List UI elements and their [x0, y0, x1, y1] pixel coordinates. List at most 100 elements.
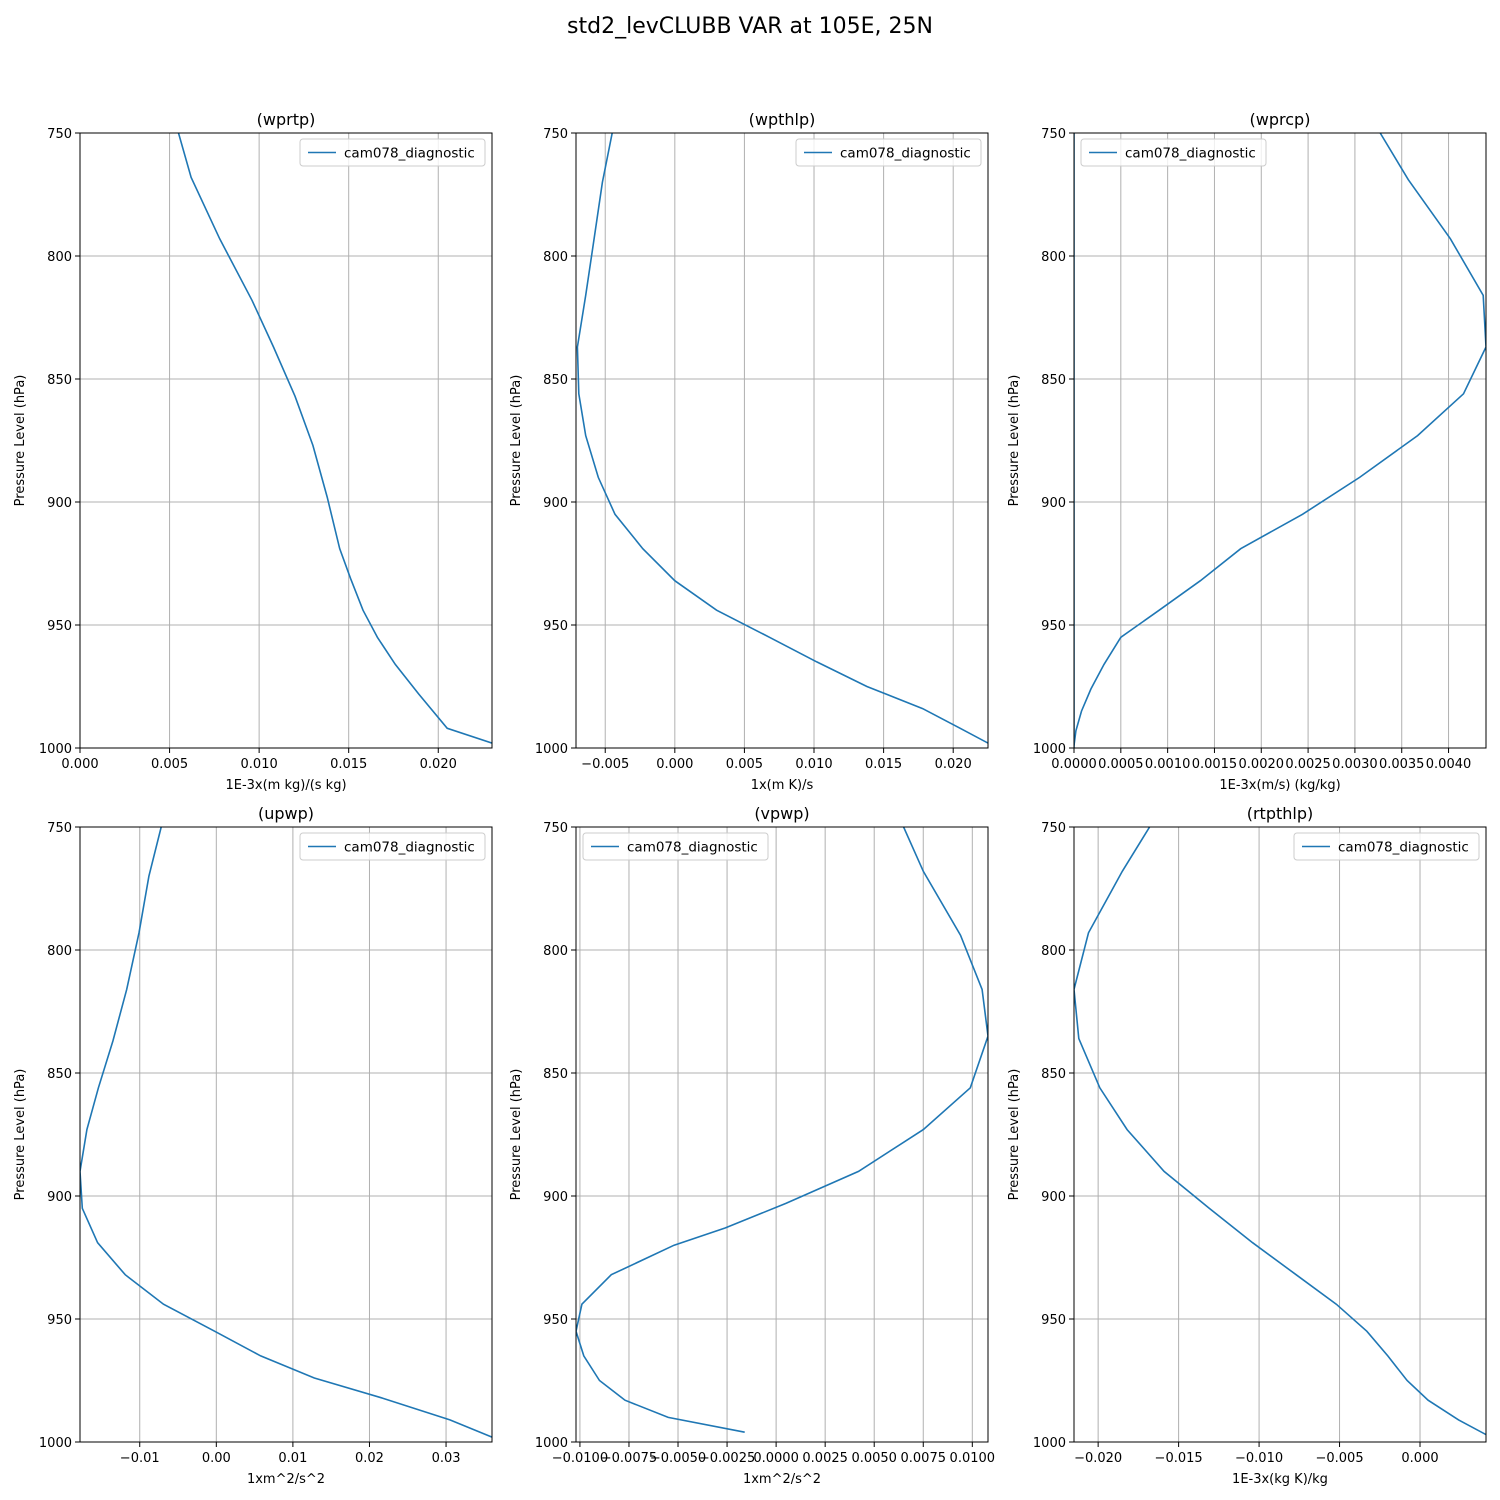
panel-title: (wprtp) [257, 110, 316, 129]
y-axis-label: Pressure Level (hPa) [13, 375, 28, 507]
x-tick-label: 0.0040 [1426, 757, 1472, 772]
panel-6: −0.020 −0.015 −0.010 −0.005 0.000 750 800 850 90… [1007, 804, 1487, 1487]
series-line-1 [576, 133, 988, 744]
y-tick-label: 950 [47, 1313, 72, 1328]
x-tick-label: −0.020 [1074, 1451, 1122, 1466]
series-line-1 [1074, 827, 1486, 1436]
y-tick-label: 750 [1041, 821, 1066, 836]
x-tick-label: 0.0100 [950, 1451, 996, 1466]
plot-frame [1073, 826, 1487, 1443]
x-tick-label: 0.020 [420, 757, 457, 772]
x-tick-label: 0.0030 [1332, 757, 1378, 772]
series-line-1 [1074, 133, 1486, 746]
y-tick-label: 1000 [1033, 742, 1066, 757]
x-tick-label: −0.01 [120, 1451, 160, 1466]
y-tick-label: 1000 [1033, 1436, 1066, 1451]
x-tick-label: −0.010 [1235, 1451, 1283, 1466]
y-axis-label: Pressure Level (hPa) [509, 1069, 524, 1201]
y-tick-label: 1000 [39, 742, 72, 757]
legend-box [582, 832, 769, 861]
figure-title: std2_levCLUBB VAR at 105E, 25N [567, 14, 933, 39]
legend-label: cam078_diagnostic [840, 146, 971, 162]
y-tick-label: 850 [47, 373, 72, 388]
x-axis-label: 1E-3x(m kg)/(s kg) [225, 778, 346, 793]
y-tick-label: 950 [543, 619, 568, 634]
panel-4: −0.01 0.00 0.01 0.02 0.03 750 800 850 900 950 1000… [13, 804, 493, 1487]
legend-label: cam078_diagnostic [344, 146, 475, 162]
x-tick-label: −0.0100 [552, 1451, 608, 1466]
panel-title: (rtpthlp) [1247, 804, 1314, 823]
x-tick-label: 0.015 [330, 757, 367, 772]
y-tick-label: 800 [543, 250, 568, 265]
x-axis-label: 1E-3x(m/s) (kg/kg) [1219, 778, 1340, 793]
panel-title: (wpthlp) [749, 110, 816, 129]
x-tick-label: 0.02 [355, 1451, 384, 1466]
panel-2: −0.005 0.000 0.005 0.010 0.015 0.020 750 800 850… [509, 110, 989, 793]
y-axis-label: Pressure Level (hPa) [13, 1069, 28, 1201]
x-tick-label: −0.005 [581, 757, 629, 772]
plot-frame [79, 132, 493, 749]
x-axis-label: 1x(m K)/s [751, 778, 814, 793]
y-tick-label: 800 [1041, 250, 1066, 265]
x-tick-label: 0.000 [1401, 1451, 1438, 1466]
plot-frame [575, 132, 989, 749]
panel-title: (upwp) [258, 804, 314, 823]
series-line-1 [576, 827, 988, 1433]
y-tick-label: 750 [543, 821, 568, 836]
plot-frame [79, 826, 493, 1443]
x-tick-label: 0.03 [432, 1451, 461, 1466]
x-tick-label: 0.010 [241, 757, 278, 772]
x-tick-label: 0.0025 [1285, 757, 1331, 772]
x-tick-label: 0.0035 [1379, 757, 1425, 772]
y-tick-label: 950 [47, 619, 72, 634]
y-tick-label: 800 [47, 944, 72, 959]
x-tick-label: 0.0005 [1098, 757, 1144, 772]
x-tick-label: 0.01 [278, 1451, 307, 1466]
panel-title: (wprcp) [1250, 110, 1311, 129]
panel-1: 0.000 0.005 0.010 0.015 0.020 750 800 850 900 950… [13, 110, 493, 793]
y-tick-label: 1000 [535, 1436, 568, 1451]
x-tick-label: −0.005 [1315, 1451, 1363, 1466]
x-tick-label: −0.0075 [601, 1451, 657, 1466]
x-tick-label: 0.015 [865, 757, 902, 772]
y-tick-label: 750 [47, 127, 72, 142]
legend-label: cam078_diagnostic [627, 840, 758, 856]
y-tick-label: 900 [47, 1190, 72, 1205]
x-tick-label: 0.0000 [753, 1451, 799, 1466]
y-tick-label: 950 [1041, 619, 1066, 634]
x-tick-label: 0.020 [935, 757, 972, 772]
y-tick-label: 800 [543, 944, 568, 959]
x-axis-label: 1E-3x(kg K)/kg [1232, 1472, 1328, 1487]
x-tick-label: −0.015 [1155, 1451, 1203, 1466]
x-axis-label: 1xm^2/s^2 [247, 1472, 325, 1487]
x-tick-label: −0.0050 [650, 1451, 706, 1466]
y-axis-label: Pressure Level (hPa) [1007, 375, 1022, 507]
legend-label: cam078_diagnostic [344, 840, 475, 856]
legend-label: cam078_diagnostic [1338, 840, 1469, 856]
x-tick-label: 0.005 [151, 757, 188, 772]
y-tick-label: 800 [1041, 944, 1066, 959]
y-tick-label: 900 [543, 496, 568, 511]
y-tick-label: 850 [543, 373, 568, 388]
y-tick-label: 750 [47, 821, 72, 836]
legend-box [1080, 138, 1267, 167]
legend-box [795, 138, 982, 167]
y-axis-label: Pressure Level (hPa) [509, 375, 524, 507]
y-tick-label: 900 [1041, 1190, 1066, 1205]
panel-title: (vpwp) [754, 804, 809, 823]
x-tick-label: 0.000 [61, 757, 98, 772]
y-tick-label: 850 [1041, 373, 1066, 388]
y-tick-label: 750 [543, 127, 568, 142]
x-tick-label: 0.0020 [1239, 757, 1285, 772]
series-line-1 [177, 133, 492, 744]
x-axis-label: 1xm^2/s^2 [743, 1472, 821, 1487]
series-line-1 [80, 827, 492, 1438]
y-axis-label: Pressure Level (hPa) [1007, 1069, 1022, 1201]
y-tick-label: 850 [1041, 1067, 1066, 1082]
y-tick-label: 900 [543, 1190, 568, 1205]
x-tick-label: 0.0025 [802, 1451, 848, 1466]
panel-3: 0.0000 0.0005 0.0010 0.0015 0.0020 0.0025 0.00… [1007, 110, 1487, 793]
y-tick-label: 850 [543, 1067, 568, 1082]
